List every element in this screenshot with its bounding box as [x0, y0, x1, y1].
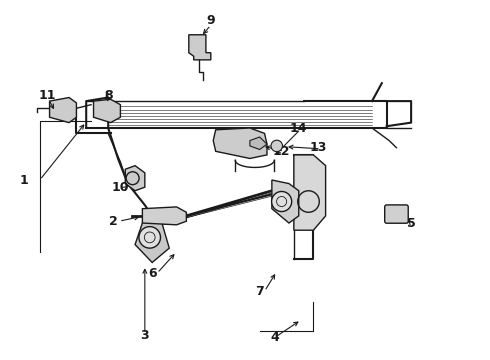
Text: 5: 5 — [407, 216, 416, 230]
Circle shape — [271, 192, 292, 212]
Polygon shape — [272, 180, 299, 223]
Text: 13: 13 — [310, 141, 327, 154]
FancyBboxPatch shape — [385, 205, 408, 223]
Text: 6: 6 — [148, 267, 156, 280]
Text: 3: 3 — [141, 329, 149, 342]
Text: 8: 8 — [104, 89, 113, 102]
Text: 7: 7 — [255, 285, 264, 298]
Text: 11: 11 — [38, 89, 56, 102]
Polygon shape — [143, 207, 186, 225]
Text: 12: 12 — [273, 145, 291, 158]
Circle shape — [139, 226, 161, 248]
Polygon shape — [135, 216, 169, 262]
Polygon shape — [125, 166, 145, 191]
Text: 10: 10 — [112, 181, 129, 194]
Polygon shape — [213, 128, 267, 158]
Polygon shape — [49, 98, 76, 123]
Polygon shape — [189, 35, 211, 60]
Text: 2: 2 — [109, 215, 118, 228]
Text: 1: 1 — [20, 174, 28, 186]
Text: 14: 14 — [290, 122, 308, 135]
Circle shape — [271, 140, 283, 152]
Polygon shape — [294, 155, 326, 230]
Text: 4: 4 — [270, 331, 279, 344]
Polygon shape — [250, 137, 267, 149]
Text: 9: 9 — [206, 14, 215, 27]
Polygon shape — [94, 99, 121, 123]
